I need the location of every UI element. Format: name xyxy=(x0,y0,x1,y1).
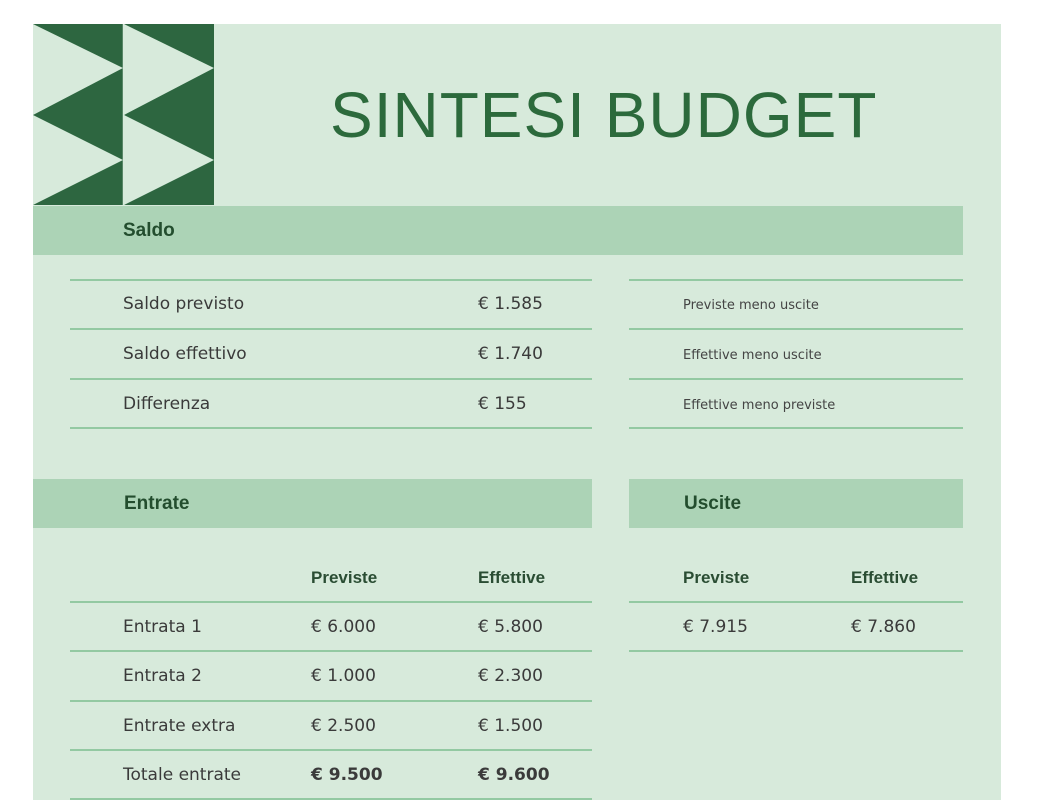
row-effettive: € 7.860 xyxy=(851,617,916,637)
entrate-heading: Entrate xyxy=(124,493,190,514)
row-previste: € 6.000 xyxy=(311,617,376,637)
page-title: SINTESI BUDGET xyxy=(330,79,878,151)
row-effettive: € 5.800 xyxy=(478,617,543,637)
row-label: Entrata 1 xyxy=(123,617,202,637)
divider xyxy=(629,328,963,330)
saldo-header: Saldo xyxy=(33,206,963,255)
row-label: Totale entrate xyxy=(123,765,241,785)
divider xyxy=(70,279,592,281)
row-label: Differenza xyxy=(123,394,211,414)
divider xyxy=(629,601,963,603)
column-header-previste: Previste xyxy=(683,568,750,587)
row-label: Entrate extra xyxy=(123,716,236,736)
total-effettive: € 9.600 xyxy=(478,765,550,785)
row-previste: € 1.000 xyxy=(311,666,376,686)
divider xyxy=(70,328,592,330)
divider xyxy=(70,427,592,429)
column-header-effettive: Effettive xyxy=(851,568,919,587)
divider xyxy=(70,700,592,702)
row-note: Previste meno uscite xyxy=(683,298,819,313)
divider xyxy=(629,650,963,652)
row-effettive: € 1.500 xyxy=(478,716,543,736)
uscite-heading: Uscite xyxy=(684,493,742,514)
row-previste: € 7.915 xyxy=(683,617,748,637)
saldo-heading: Saldo xyxy=(123,220,175,241)
triangle-pattern-logo xyxy=(33,24,214,205)
divider xyxy=(70,378,592,380)
total-previste: € 9.500 xyxy=(311,765,383,785)
row-value: € 155 xyxy=(478,394,527,414)
row-label: Saldo previsto xyxy=(123,294,245,314)
column-header-previste: Previste xyxy=(311,568,378,587)
divider xyxy=(70,749,592,751)
divider xyxy=(629,427,963,429)
column-header-effettive: Effettive xyxy=(478,568,546,587)
row-label: Entrata 2 xyxy=(123,666,202,686)
row-value: € 1.585 xyxy=(478,294,543,314)
entrate-header: Entrate xyxy=(33,479,592,528)
row-note: Effettive meno previste xyxy=(683,398,836,413)
row-value: € 1.740 xyxy=(478,344,543,364)
divider xyxy=(70,650,592,652)
divider xyxy=(70,798,592,800)
row-previste: € 2.500 xyxy=(311,716,376,736)
row-label: Saldo effettivo xyxy=(123,344,247,364)
divider xyxy=(70,601,592,603)
row-note: Effettive meno uscite xyxy=(683,348,822,363)
divider xyxy=(629,378,963,380)
row-effettive: € 2.300 xyxy=(478,666,543,686)
uscite-header: Uscite xyxy=(629,479,963,528)
divider xyxy=(629,279,963,281)
